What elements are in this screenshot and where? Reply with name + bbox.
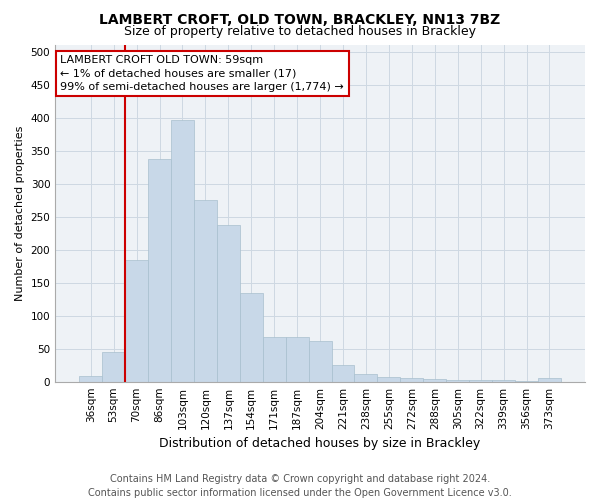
Bar <box>469 380 492 382</box>
Bar <box>355 374 377 382</box>
Bar <box>538 378 561 382</box>
Bar <box>515 381 538 382</box>
Bar <box>377 377 400 382</box>
Bar <box>423 379 446 382</box>
X-axis label: Distribution of detached houses by size in Brackley: Distribution of detached houses by size … <box>160 437 481 450</box>
Bar <box>194 200 217 382</box>
Bar <box>400 378 423 382</box>
Bar <box>240 292 263 382</box>
Bar <box>171 120 194 382</box>
Bar <box>263 337 286 382</box>
Text: LAMBERT CROFT, OLD TOWN, BRACKLEY, NN13 7BZ: LAMBERT CROFT, OLD TOWN, BRACKLEY, NN13 … <box>100 12 500 26</box>
Bar <box>102 352 125 382</box>
Y-axis label: Number of detached properties: Number of detached properties <box>15 126 25 301</box>
Bar <box>217 224 240 382</box>
Text: LAMBERT CROFT OLD TOWN: 59sqm
← 1% of detached houses are smaller (17)
99% of se: LAMBERT CROFT OLD TOWN: 59sqm ← 1% of de… <box>61 55 344 92</box>
Bar <box>148 158 171 382</box>
Bar <box>446 380 469 382</box>
Bar <box>125 260 148 382</box>
Text: Size of property relative to detached houses in Brackley: Size of property relative to detached ho… <box>124 25 476 38</box>
Text: Contains HM Land Registry data © Crown copyright and database right 2024.
Contai: Contains HM Land Registry data © Crown c… <box>88 474 512 498</box>
Bar <box>332 365 355 382</box>
Bar <box>286 337 308 382</box>
Bar <box>79 376 102 382</box>
Bar <box>492 380 515 382</box>
Bar <box>308 341 332 382</box>
